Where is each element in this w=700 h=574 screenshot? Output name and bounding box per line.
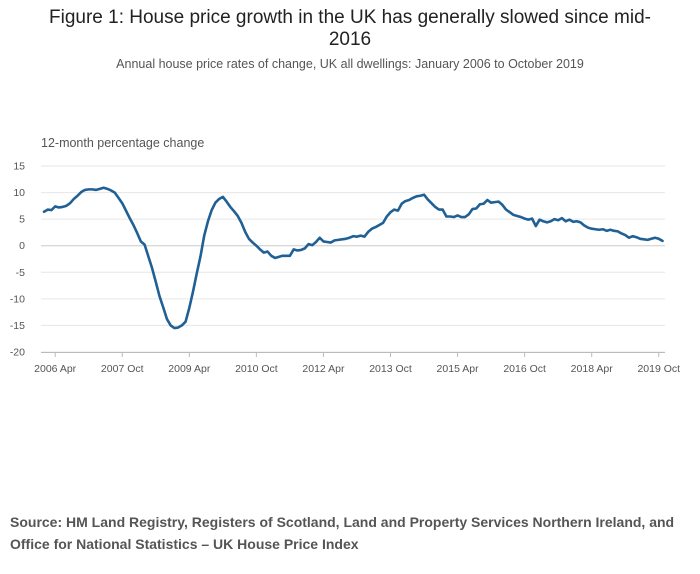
x-tick-label: 2009 Apr: [168, 363, 211, 375]
y-tick-label: 0: [19, 240, 25, 252]
chart-title: Figure 1: House price growth in the UK h…: [49, 7, 651, 50]
gridlines: [41, 165, 665, 353]
y-tick-label: -5: [16, 267, 25, 279]
x-tick-label: 2013 Oct: [369, 363, 412, 375]
y-axis-label: 12-month percentage change: [41, 136, 205, 150]
y-tick-label: 10: [13, 187, 25, 199]
y-tick-label: -10: [10, 293, 25, 305]
series-layer: [42, 186, 664, 330]
x-tick-label: 2016 Oct: [503, 363, 546, 375]
chart-subtitle: Annual house price rates of change, UK a…: [116, 57, 584, 71]
source-note: Source: HM Land Registry, Registers of S…: [10, 514, 675, 552]
x-tick-label: 2007 Oct: [101, 363, 144, 375]
y-tick-label: -15: [10, 320, 25, 332]
x-tick-label: 2010 Oct: [235, 363, 278, 375]
series-line: [42, 186, 664, 330]
y-tick-label: 15: [13, 161, 25, 173]
y-tick-label: 5: [19, 214, 25, 226]
x-tick-label: 2018 Apr: [571, 363, 614, 375]
x-tick-label: 2015 Apr: [437, 363, 480, 375]
x-tick-label: 2019 Oct: [637, 363, 680, 375]
y-tick-label: -20: [10, 347, 25, 359]
y-axis-ticks: 15 10 5 0 -5 -10 -15 -20: [10, 161, 25, 359]
x-tick-label: 2012 Apr: [302, 363, 345, 375]
x-axis: 2006 Apr 2007 Oct 2009 Apr 2010 Oct 2012 Apr…: [34, 352, 680, 375]
x-tick-label: 2006 Apr: [34, 363, 77, 375]
